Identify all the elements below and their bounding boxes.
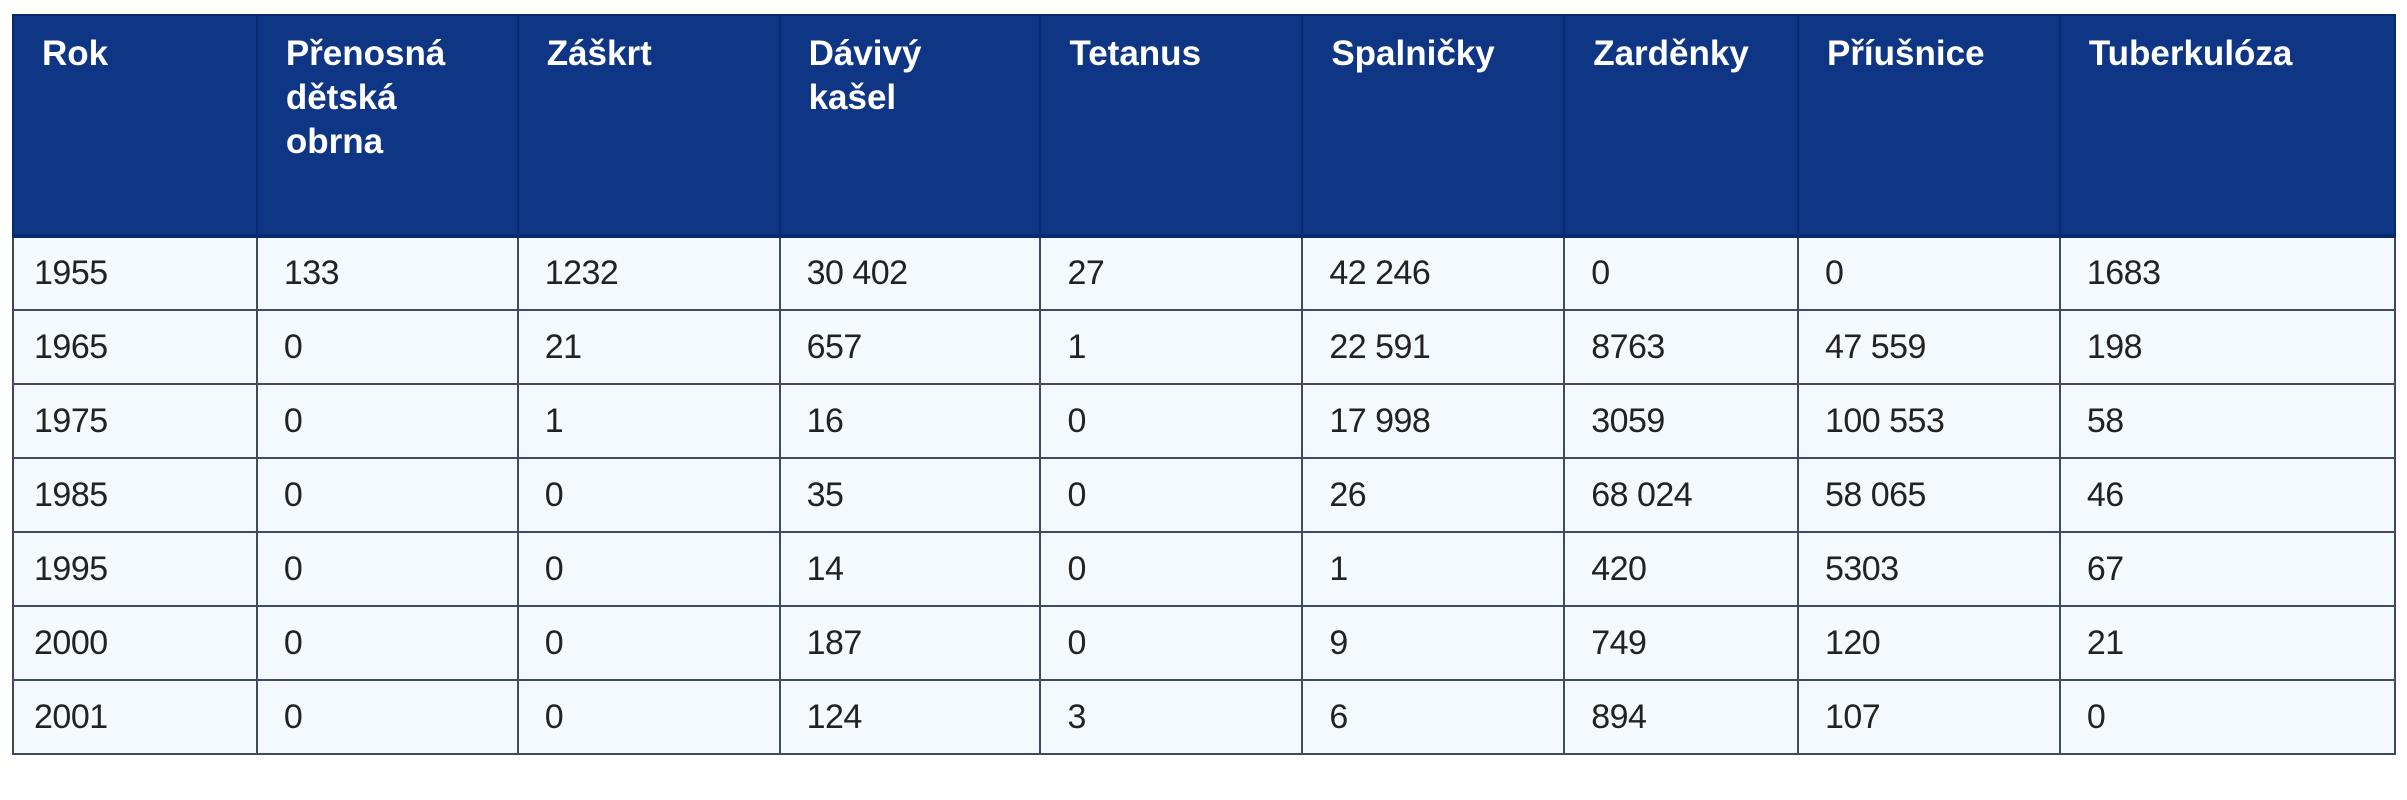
table-cell-year: 2000 bbox=[12, 605, 258, 681]
table-row: 2000 0 0 187 0 9 749 120 21 bbox=[12, 605, 2397, 681]
table-cell: 0 bbox=[516, 605, 781, 681]
header-cell-tetanus: Tetanus bbox=[1039, 14, 1304, 238]
table-cell: 100 553 bbox=[1796, 383, 2061, 459]
table-cell: 1683 bbox=[2058, 235, 2397, 311]
table-cell: 187 bbox=[778, 605, 1042, 681]
header-label: Přenosná dětská obrna bbox=[285, 34, 446, 161]
header-label: Příušnice bbox=[1826, 34, 1985, 73]
table-cell-year: 1985 bbox=[12, 457, 258, 533]
table-cell: 30 402 bbox=[778, 235, 1042, 311]
header-label: Spalničky bbox=[1331, 34, 1495, 73]
table-cell-year: 1955 bbox=[12, 235, 258, 311]
table-cell: 8763 bbox=[1563, 309, 1799, 385]
table-cell: 1 bbox=[1039, 309, 1304, 385]
table-cell: 198 bbox=[2058, 309, 2397, 385]
table-cell: 6 bbox=[1301, 679, 1566, 755]
header-cell-diphtheria: Záškrt bbox=[516, 14, 781, 238]
table-cell-year: 2001 bbox=[12, 679, 258, 755]
table-cell: 124 bbox=[778, 679, 1042, 755]
table-cell: 1232 bbox=[516, 235, 781, 311]
table-row: 1995 0 0 14 0 1 420 5303 67 bbox=[12, 531, 2397, 607]
disease-table-container: Rok Přenosná dětská obrna Záškrt Dávivý … bbox=[12, 14, 2397, 755]
table-cell: 17 998 bbox=[1301, 383, 1566, 459]
table-cell: 0 bbox=[516, 679, 781, 755]
table-cell: 67 bbox=[2058, 531, 2397, 607]
table-cell: 1 bbox=[516, 383, 781, 459]
header-label: Záškrt bbox=[546, 34, 652, 73]
table-cell: 0 bbox=[255, 531, 519, 607]
table-row: 1985 0 0 35 0 26 68 024 58 065 46 bbox=[12, 457, 2397, 533]
table-header: Rok Přenosná dětská obrna Záškrt Dávivý … bbox=[12, 14, 2397, 238]
table-cell: 46 bbox=[2058, 457, 2397, 533]
header-label: Rok bbox=[42, 34, 109, 73]
header-label: Tetanus bbox=[1069, 34, 1202, 73]
table-cell: 0 bbox=[255, 383, 519, 459]
header-cell-mumps: Příušnice bbox=[1796, 14, 2061, 238]
table-cell: 0 bbox=[1796, 235, 2061, 311]
table-cell-year: 1965 bbox=[12, 309, 258, 385]
table-cell: 0 bbox=[2058, 679, 2397, 755]
header-cell-tuberculosis: Tuberkulóza bbox=[2058, 14, 2397, 238]
table-cell: 0 bbox=[255, 457, 519, 533]
table-cell: 133 bbox=[255, 235, 519, 311]
table-cell: 21 bbox=[516, 309, 781, 385]
table-row: 1965 0 21 657 1 22 591 8763 47 559 198 bbox=[12, 309, 2397, 385]
table-cell: 0 bbox=[1563, 235, 1799, 311]
table-cell: 58 bbox=[2058, 383, 2397, 459]
table-cell: 58 065 bbox=[1796, 457, 2061, 533]
table-row: 1955 133 1232 30 402 27 42 246 0 0 1683 bbox=[12, 235, 2397, 311]
header-cell-rubella: Zarděnky bbox=[1563, 14, 1799, 238]
table-cell: 0 bbox=[1039, 383, 1304, 459]
table-cell: 42 246 bbox=[1301, 235, 1566, 311]
header-cell-measles: Spalničky bbox=[1301, 14, 1566, 238]
table-cell: 3 bbox=[1039, 679, 1304, 755]
table-cell: 16 bbox=[778, 383, 1042, 459]
table-cell: 0 bbox=[255, 309, 519, 385]
header-cell-pertussis: Dávivý kašel bbox=[778, 14, 1042, 238]
table-cell-year: 1975 bbox=[12, 383, 258, 459]
table-cell: 47 559 bbox=[1796, 309, 2061, 385]
table-row: 1975 0 1 16 0 17 998 3059 100 553 58 bbox=[12, 383, 2397, 459]
table-cell: 0 bbox=[255, 605, 519, 681]
table-cell: 0 bbox=[1039, 605, 1304, 681]
table-cell: 0 bbox=[516, 457, 781, 533]
table-cell: 27 bbox=[1039, 235, 1304, 311]
table-cell: 657 bbox=[778, 309, 1042, 385]
table-cell: 0 bbox=[1039, 531, 1304, 607]
table-cell: 894 bbox=[1563, 679, 1799, 755]
header-cell-polio: Přenosná dětská obrna bbox=[255, 14, 519, 238]
table-cell: 0 bbox=[516, 531, 781, 607]
table-cell: 749 bbox=[1563, 605, 1799, 681]
table-cell: 3059 bbox=[1563, 383, 1799, 459]
table-row: 2001 0 0 124 3 6 894 107 0 bbox=[12, 679, 2397, 755]
header-label: Zarděnky bbox=[1593, 34, 1749, 73]
disease-cases-table: Rok Přenosná dětská obrna Záškrt Dávivý … bbox=[12, 14, 2397, 755]
table-cell: 9 bbox=[1301, 605, 1566, 681]
table-cell: 35 bbox=[778, 457, 1042, 533]
table-cell: 22 591 bbox=[1301, 309, 1566, 385]
table-cell: 1 bbox=[1301, 531, 1566, 607]
header-cell-rok: Rok bbox=[12, 14, 258, 238]
table-cell: 26 bbox=[1301, 457, 1566, 533]
header-row: Rok Přenosná dětská obrna Záškrt Dávivý … bbox=[12, 14, 2397, 238]
table-cell: 5303 bbox=[1796, 531, 2061, 607]
table-cell: 21 bbox=[2058, 605, 2397, 681]
table-cell: 14 bbox=[778, 531, 1042, 607]
table-cell: 68 024 bbox=[1563, 457, 1799, 533]
table-cell: 107 bbox=[1796, 679, 2061, 755]
table-cell: 120 bbox=[1796, 605, 2061, 681]
table-cell-year: 1995 bbox=[12, 531, 258, 607]
table-body: 1955 133 1232 30 402 27 42 246 0 0 1683 … bbox=[12, 235, 2397, 755]
header-label: Tuberkulóza bbox=[2088, 34, 2293, 73]
header-label: Dávivý kašel bbox=[808, 34, 922, 117]
table-cell: 420 bbox=[1563, 531, 1799, 607]
table-cell: 0 bbox=[1039, 457, 1304, 533]
table-cell: 0 bbox=[255, 679, 519, 755]
